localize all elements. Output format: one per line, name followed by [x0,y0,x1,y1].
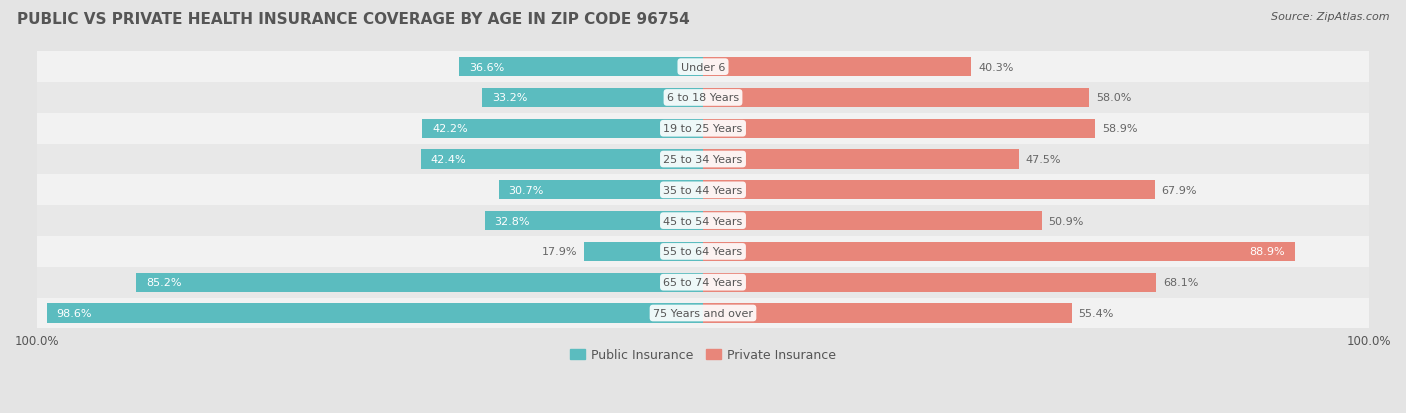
Bar [37,52,1369,83]
Bar [703,181,1156,200]
Text: 17.9%: 17.9% [541,247,578,257]
Bar [703,150,1019,169]
Text: 19 to 25 Years: 19 to 25 Years [664,124,742,134]
Text: 36.6%: 36.6% [470,62,505,72]
Bar [703,119,1095,138]
Text: 45 to 54 Years: 45 to 54 Years [664,216,742,226]
Bar [46,304,703,323]
Text: PUBLIC VS PRIVATE HEALTH INSURANCE COVERAGE BY AGE IN ZIP CODE 96754: PUBLIC VS PRIVATE HEALTH INSURANCE COVER… [17,12,689,27]
Bar [703,304,1071,323]
Text: 85.2%: 85.2% [146,278,181,287]
Bar [37,144,1369,175]
Text: 35 to 44 Years: 35 to 44 Years [664,185,742,195]
Bar [482,89,703,108]
Bar [37,114,1369,144]
Text: 42.2%: 42.2% [432,124,468,134]
Text: 55.4%: 55.4% [1078,308,1114,318]
Text: 32.8%: 32.8% [495,216,530,226]
Bar [583,242,703,261]
Bar [136,273,703,292]
Bar [485,211,703,230]
Text: Source: ZipAtlas.com: Source: ZipAtlas.com [1271,12,1389,22]
Bar [422,119,703,138]
Bar [420,150,703,169]
Text: 98.6%: 98.6% [56,308,91,318]
Text: 6 to 18 Years: 6 to 18 Years [666,93,740,103]
Text: 42.4%: 42.4% [430,154,467,165]
Text: 75 Years and over: 75 Years and over [652,308,754,318]
Text: 30.7%: 30.7% [509,185,544,195]
Bar [703,242,1295,261]
Text: 68.1%: 68.1% [1163,278,1198,287]
Bar [37,175,1369,206]
Text: 50.9%: 50.9% [1049,216,1084,226]
Bar [499,181,703,200]
Bar [703,211,1042,230]
Text: 58.0%: 58.0% [1095,93,1132,103]
Bar [703,58,972,77]
Bar [37,206,1369,237]
Text: 55 to 64 Years: 55 to 64 Years [664,247,742,257]
Text: Under 6: Under 6 [681,62,725,72]
Text: 33.2%: 33.2% [492,93,527,103]
Text: 40.3%: 40.3% [979,62,1014,72]
Text: 65 to 74 Years: 65 to 74 Years [664,278,742,287]
Text: 47.5%: 47.5% [1026,154,1062,165]
Bar [37,83,1369,114]
Bar [37,237,1369,267]
Bar [460,58,703,77]
Text: 67.9%: 67.9% [1161,185,1197,195]
Legend: Public Insurance, Private Insurance: Public Insurance, Private Insurance [565,344,841,367]
Bar [37,267,1369,298]
Bar [37,298,1369,329]
Text: 25 to 34 Years: 25 to 34 Years [664,154,742,165]
Bar [703,273,1156,292]
Text: 58.9%: 58.9% [1102,124,1137,134]
Text: 88.9%: 88.9% [1250,247,1285,257]
Bar [703,89,1090,108]
